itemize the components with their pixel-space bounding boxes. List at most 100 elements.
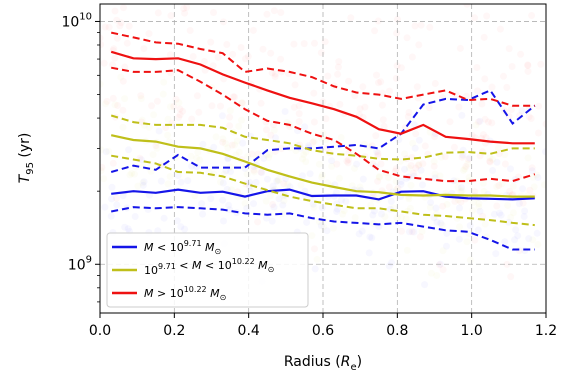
series-low-p16-line — [111, 206, 535, 251]
scatter-point — [235, 148, 243, 156]
scatter-point — [386, 205, 394, 213]
scatter-point — [268, 69, 276, 77]
scatter-point — [347, 14, 355, 22]
scatter-point — [121, 63, 129, 71]
scatter-point — [336, 174, 343, 182]
scatter-point — [149, 151, 157, 159]
legend-label-high: M > 1010.22 M⊙ — [144, 285, 226, 302]
scatter-point — [379, 116, 387, 124]
scatter-point — [274, 177, 282, 185]
scatter-point — [220, 18, 227, 26]
scatter-point — [272, 134, 279, 142]
scatter-point — [322, 115, 330, 123]
scatter-point — [472, 121, 480, 129]
scatter-point — [181, 225, 189, 233]
scatter-point — [432, 204, 440, 212]
scatter-point — [243, 204, 251, 212]
scatter-point — [263, 214, 270, 222]
scatter-point — [507, 213, 515, 221]
scatter-point — [374, 177, 382, 185]
scatter-point — [457, 188, 465, 196]
scatter-point — [113, 16, 121, 24]
scatter-point — [535, 102, 543, 110]
scatter-point — [385, 174, 392, 182]
scatter-point — [361, 103, 369, 111]
scatter-point — [226, 107, 234, 115]
series-low-median-line — [111, 188, 535, 201]
y-tick-label: 1010 — [61, 11, 92, 30]
scatter-point — [495, 150, 503, 158]
scatter-point — [524, 62, 532, 69]
scatter-point — [410, 228, 418, 236]
scatter-point — [109, 61, 117, 69]
scatter-point — [503, 83, 511, 91]
series-mid-p84-line — [110, 114, 535, 161]
scatter-point — [401, 165, 408, 173]
scatter-point — [271, 73, 279, 81]
scatter-point — [506, 187, 514, 195]
scatter-point — [257, 99, 265, 107]
scatter-point — [498, 180, 506, 188]
scatter-point — [408, 228, 416, 236]
scatter-point — [105, 147, 113, 155]
scatter-point — [503, 260, 511, 268]
scatter-point — [528, 164, 536, 172]
scatter-point — [217, 178, 224, 186]
scatter-point — [150, 111, 158, 119]
scatter-point — [466, 222, 474, 230]
scatter-point — [356, 183, 364, 191]
scatter-point — [249, 26, 257, 34]
scatter-point — [124, 225, 132, 233]
scatter-point — [246, 178, 253, 186]
scatter-point — [404, 113, 412, 121]
scatter-point — [397, 180, 405, 188]
scatter-point — [535, 129, 542, 137]
scatter-point — [226, 122, 234, 130]
scatter-point — [121, 95, 129, 103]
scatter-point — [377, 78, 385, 86]
scatter-point — [397, 64, 405, 72]
scatter-point — [147, 167, 155, 175]
scatter-point — [500, 72, 507, 80]
scatter-point — [140, 178, 148, 186]
scatter-point — [505, 45, 513, 53]
scatter-point — [512, 226, 520, 234]
scatter-point — [176, 105, 184, 113]
scatter-point — [374, 150, 382, 157]
scatter-point — [137, 92, 145, 100]
scatter-point — [337, 134, 345, 141]
scatter-point — [195, 108, 203, 116]
scatter-point — [461, 165, 469, 173]
scatter-point — [262, 197, 270, 205]
scatter-point — [488, 119, 496, 127]
scatter-point — [323, 227, 331, 235]
scatter-point — [111, 54, 119, 62]
scatter-point — [393, 214, 401, 222]
scatter-point — [515, 173, 522, 181]
scatter-point — [397, 178, 405, 185]
scatter-point — [160, 78, 168, 86]
scatter-point — [159, 90, 167, 98]
scatter-point — [456, 204, 463, 212]
scatter-point — [353, 160, 361, 168]
scatter-point — [489, 155, 497, 163]
scatter-point — [121, 223, 129, 231]
scatter-point — [222, 140, 229, 147]
scatter-point — [317, 222, 325, 230]
scatter-point — [100, 175, 108, 183]
legend: M < 109.71 M⊙109.71 < M < 1010.22 M⊙ M > … — [106, 232, 309, 308]
scatter-point — [226, 206, 234, 214]
scatter-point — [113, 201, 121, 209]
scatter-point — [263, 126, 270, 134]
scatter-point — [433, 272, 441, 279]
scatter-point — [177, 223, 185, 231]
scatter-point — [519, 199, 527, 207]
scatter-point — [145, 0, 152, 1]
scatter-point — [473, 64, 481, 71]
scatter-point — [250, 168, 258, 176]
scatter-point — [267, 131, 275, 139]
scatter-point — [411, 144, 419, 152]
scatter-point — [137, 156, 145, 164]
scatter-point — [431, 133, 439, 141]
scatter-point — [275, 176, 282, 184]
